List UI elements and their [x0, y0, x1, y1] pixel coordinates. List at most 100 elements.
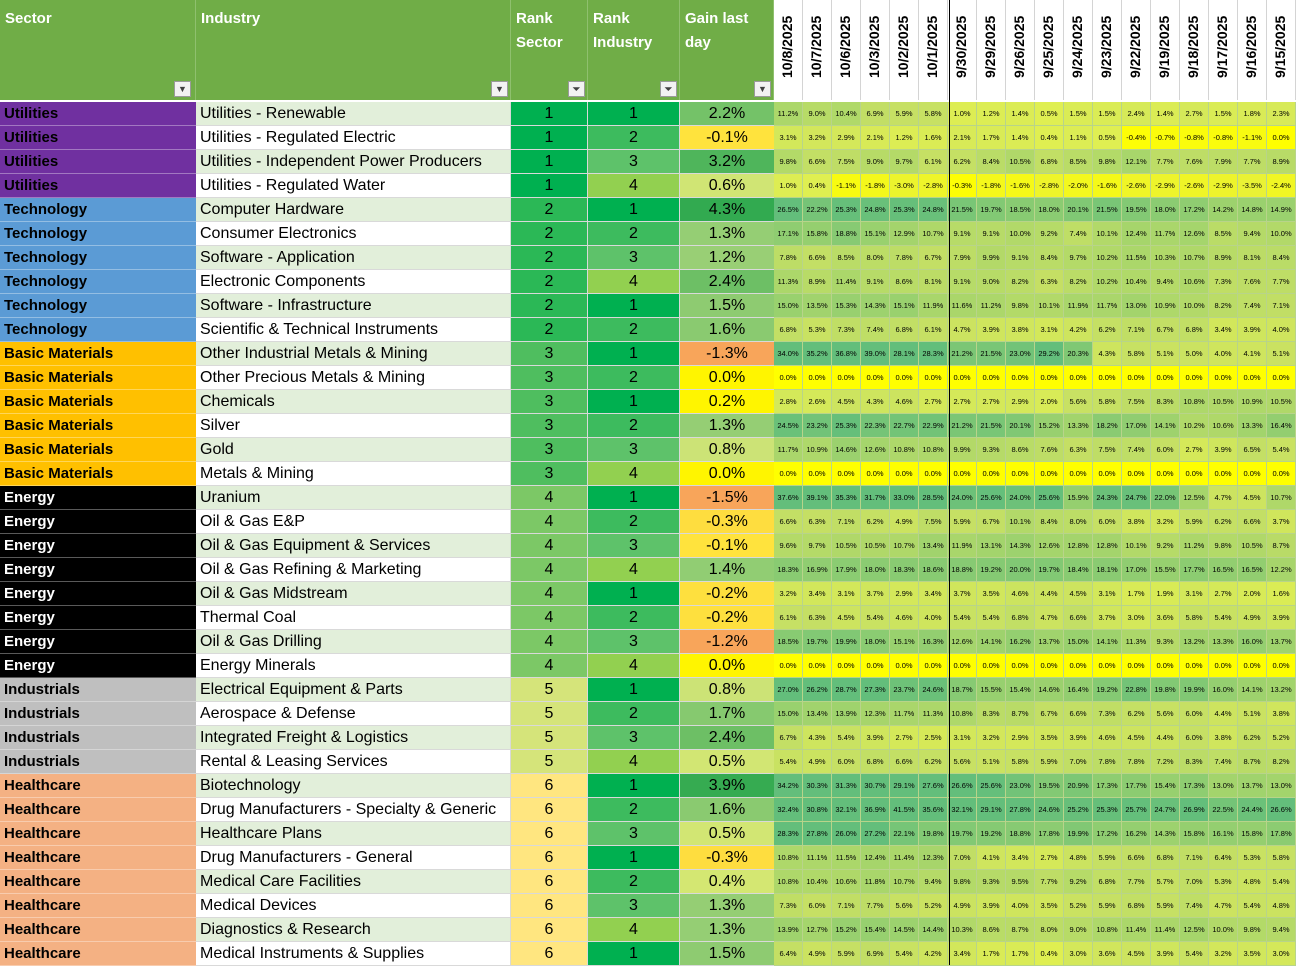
- history-cell[interactable]: 0.0%: [1151, 654, 1180, 678]
- history-cell[interactable]: 12.6%: [948, 630, 977, 654]
- history-cell[interactable]: 15.8%: [803, 222, 832, 246]
- history-cell[interactable]: 7.1%: [1122, 318, 1151, 342]
- history-cell[interactable]: 9.8%: [948, 870, 977, 894]
- rank-industry-cell[interactable]: 1: [588, 582, 680, 606]
- history-cell[interactable]: 18.8%: [1006, 822, 1035, 846]
- history-cell[interactable]: 1.4%: [1006, 102, 1035, 126]
- history-cell[interactable]: 5.8%: [919, 102, 948, 126]
- history-cell[interactable]: 12.1%: [1122, 150, 1151, 174]
- history-cell[interactable]: 2.9%: [1006, 390, 1035, 414]
- history-cell[interactable]: 2.7%: [977, 390, 1006, 414]
- history-cell[interactable]: 11.7%: [1151, 222, 1180, 246]
- history-cell[interactable]: 16.5%: [1209, 558, 1238, 582]
- history-cell[interactable]: 14.3%: [861, 294, 890, 318]
- history-cell[interactable]: 2.7%: [890, 726, 919, 750]
- history-cell[interactable]: 10.3%: [948, 918, 977, 942]
- date-column-header[interactable]: 9/19/2025: [1151, 0, 1180, 100]
- sector-cell[interactable]: Energy: [0, 630, 196, 654]
- history-cell[interactable]: 18.7%: [948, 678, 977, 702]
- history-cell[interactable]: 2.8%: [774, 390, 803, 414]
- history-cell[interactable]: 6.3%: [1035, 270, 1064, 294]
- history-cell[interactable]: 7.5%: [1093, 438, 1122, 462]
- history-cell[interactable]: 5.4%: [977, 606, 1006, 630]
- history-cell[interactable]: 6.6%: [774, 510, 803, 534]
- history-cell[interactable]: 10.5%: [1209, 390, 1238, 414]
- gain-cell[interactable]: -0.1%: [680, 534, 774, 558]
- gain-cell[interactable]: 2.2%: [680, 102, 774, 126]
- history-cell[interactable]: 36.9%: [861, 798, 890, 822]
- history-cell[interactable]: 27.8%: [803, 822, 832, 846]
- history-cell[interactable]: 19.7%: [1035, 558, 1064, 582]
- gain-cell[interactable]: 3.9%: [680, 774, 774, 798]
- rank-industry-cell[interactable]: 2: [588, 222, 680, 246]
- history-cell[interactable]: 3.4%: [1006, 846, 1035, 870]
- history-cell[interactable]: 4.9%: [803, 750, 832, 774]
- gain-cell[interactable]: 1.3%: [680, 222, 774, 246]
- history-cell[interactable]: 4.6%: [1093, 726, 1122, 750]
- industry-cell[interactable]: Software - Infrastructure: [196, 294, 511, 318]
- history-cell[interactable]: 10.2%: [1093, 270, 1122, 294]
- history-cell[interactable]: 20.1%: [1006, 414, 1035, 438]
- history-cell[interactable]: 20.3%: [1064, 342, 1093, 366]
- history-cell[interactable]: 15.8%: [1180, 822, 1209, 846]
- history-cell[interactable]: 6.2%: [1238, 726, 1267, 750]
- history-cell[interactable]: 3.2%: [1209, 942, 1238, 966]
- history-cell[interactable]: 11.3%: [1122, 630, 1151, 654]
- history-cell[interactable]: 24.6%: [1035, 798, 1064, 822]
- history-cell[interactable]: 5.2%: [1064, 894, 1093, 918]
- history-cell[interactable]: 12.3%: [861, 702, 890, 726]
- history-cell[interactable]: 8.9%: [1267, 150, 1296, 174]
- history-cell[interactable]: 27.8%: [1006, 798, 1035, 822]
- history-cell[interactable]: 3.9%: [861, 726, 890, 750]
- rank-sector-cell[interactable]: 1: [511, 150, 588, 174]
- history-cell[interactable]: 17.1%: [774, 222, 803, 246]
- history-cell[interactable]: 5.8%: [1006, 750, 1035, 774]
- industry-cell[interactable]: Utilities - Renewable: [196, 102, 511, 126]
- history-cell[interactable]: 4.7%: [1035, 606, 1064, 630]
- rank-sector-cell[interactable]: 6: [511, 918, 588, 942]
- history-cell[interactable]: 18.0%: [861, 630, 890, 654]
- rank-sector-cell[interactable]: 5: [511, 750, 588, 774]
- history-cell[interactable]: 0.0%: [890, 366, 919, 390]
- history-cell[interactable]: 10.3%: [1151, 246, 1180, 270]
- history-cell[interactable]: 1.6%: [1267, 582, 1296, 606]
- history-cell[interactable]: 3.1%: [1035, 318, 1064, 342]
- history-cell[interactable]: 26.6%: [948, 774, 977, 798]
- history-cell[interactable]: 0.0%: [1122, 654, 1151, 678]
- date-column-header[interactable]: 9/18/2025: [1180, 0, 1209, 100]
- history-cell[interactable]: 3.5%: [1238, 942, 1267, 966]
- history-cell[interactable]: 3.9%: [1151, 942, 1180, 966]
- gain-cell[interactable]: -1.2%: [680, 630, 774, 654]
- history-cell[interactable]: 23.2%: [803, 414, 832, 438]
- history-cell[interactable]: 0.0%: [774, 462, 803, 486]
- history-cell[interactable]: 5.9%: [1093, 846, 1122, 870]
- history-cell[interactable]: 0.0%: [919, 366, 948, 390]
- history-cell[interactable]: 4.5%: [1064, 582, 1093, 606]
- history-cell[interactable]: 18.3%: [890, 558, 919, 582]
- history-cell[interactable]: 3.2%: [774, 582, 803, 606]
- history-cell[interactable]: 9.1%: [1006, 246, 1035, 270]
- rank-industry-cell[interactable]: 1: [588, 390, 680, 414]
- history-cell[interactable]: 8.0%: [1035, 918, 1064, 942]
- history-cell[interactable]: 24.5%: [774, 414, 803, 438]
- history-cell[interactable]: 0.0%: [1180, 654, 1209, 678]
- history-cell[interactable]: 9.2%: [1151, 534, 1180, 558]
- history-cell[interactable]: 26.2%: [803, 678, 832, 702]
- gain-cell[interactable]: 0.6%: [680, 174, 774, 198]
- history-cell[interactable]: 22.0%: [1151, 486, 1180, 510]
- sector-cell[interactable]: Healthcare: [0, 846, 196, 870]
- rank-industry-cell[interactable]: 1: [588, 774, 680, 798]
- industry-cell[interactable]: Diagnostics & Research: [196, 918, 511, 942]
- history-cell[interactable]: 17.0%: [1122, 414, 1151, 438]
- history-cell[interactable]: 11.6%: [948, 294, 977, 318]
- history-cell[interactable]: 15.2%: [1035, 414, 1064, 438]
- industry-cell[interactable]: Drug Manufacturers - General: [196, 846, 511, 870]
- rank-sector-cell[interactable]: 4: [511, 582, 588, 606]
- filter-sort-applied-icon[interactable]: ⏷: [568, 81, 585, 97]
- sector-cell[interactable]: Healthcare: [0, 918, 196, 942]
- rank-industry-cell[interactable]: 1: [588, 942, 680, 966]
- history-cell[interactable]: 18.5%: [774, 630, 803, 654]
- history-cell[interactable]: 6.3%: [803, 510, 832, 534]
- history-cell[interactable]: 11.1%: [803, 846, 832, 870]
- history-cell[interactable]: 10.8%: [1093, 918, 1122, 942]
